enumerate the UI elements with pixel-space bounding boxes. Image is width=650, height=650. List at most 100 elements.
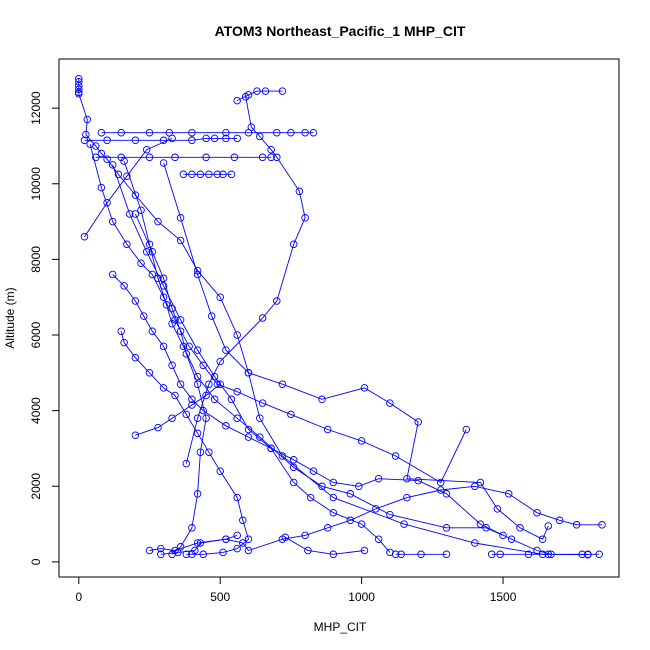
data-point	[142, 145, 151, 154]
data-point	[103, 155, 111, 163]
series-3	[80, 134, 241, 145]
data-point	[168, 361, 176, 370]
data-point	[267, 145, 275, 154]
series-13	[159, 159, 553, 543]
data-point	[493, 505, 502, 513]
data-point	[544, 550, 553, 559]
data-point	[507, 535, 516, 543]
data-point	[191, 546, 199, 555]
data-point	[216, 293, 224, 301]
data-point	[267, 444, 275, 453]
data-point	[499, 531, 507, 540]
data-point	[193, 346, 202, 354]
series-15	[117, 327, 253, 559]
data-point	[233, 493, 241, 502]
data-point	[182, 459, 191, 468]
data-point	[199, 361, 207, 370]
data-point	[222, 128, 230, 137]
data-point	[193, 490, 202, 498]
data-point	[148, 270, 157, 279]
data-point	[318, 482, 326, 491]
data-point	[256, 433, 264, 441]
data-point	[188, 128, 196, 137]
data-point	[306, 493, 315, 502]
data-point	[205, 448, 213, 456]
data-point	[414, 418, 422, 426]
data-point	[233, 331, 241, 339]
data-point	[355, 482, 363, 491]
series-20	[487, 550, 603, 559]
data-point	[131, 136, 140, 145]
data-point	[188, 170, 196, 179]
data-point	[391, 550, 400, 559]
data-point	[357, 437, 366, 445]
data-point	[403, 493, 411, 502]
data-point	[159, 293, 168, 301]
data-point	[108, 217, 117, 226]
data-point	[578, 550, 586, 559]
data-point	[182, 350, 191, 358]
data-point	[120, 282, 128, 290]
data-point	[258, 153, 267, 162]
data-point	[131, 353, 140, 362]
data-point	[329, 478, 338, 487]
data-point	[82, 130, 90, 139]
data-point	[168, 414, 176, 422]
data-point	[357, 520, 366, 528]
data-point	[329, 493, 338, 502]
data-point	[222, 535, 230, 543]
data-point	[239, 539, 247, 547]
data-point	[374, 535, 383, 543]
series-line	[89, 143, 467, 484]
data-point	[287, 410, 295, 419]
data-point	[346, 516, 355, 525]
data-point	[360, 384, 369, 392]
data-point	[137, 206, 145, 214]
data-point	[176, 327, 185, 335]
data-point	[374, 474, 383, 483]
data-point	[329, 550, 338, 559]
data-point	[108, 270, 117, 279]
data-point	[216, 467, 224, 475]
x-tick-label: 1500	[490, 590, 517, 604]
data-point	[120, 157, 128, 165]
data-point	[219, 548, 227, 557]
y-tick-label: 2000	[29, 473, 43, 500]
data-point	[301, 214, 309, 222]
data-point	[244, 425, 253, 434]
series-4	[92, 153, 275, 162]
data-point	[278, 380, 287, 388]
data-point	[233, 531, 241, 540]
y-axis-label: Altitude (m)	[3, 287, 17, 348]
series-line	[134, 213, 207, 555]
data-point	[244, 546, 253, 555]
data-point	[273, 297, 281, 305]
data-point	[145, 369, 154, 377]
data-point	[595, 550, 603, 559]
data-point	[227, 170, 236, 179]
data-point	[516, 524, 524, 532]
series-line	[160, 534, 238, 555]
data-point	[386, 399, 394, 407]
data-point	[278, 87, 287, 95]
data-point	[289, 478, 298, 487]
data-point	[117, 327, 125, 335]
data-point	[258, 314, 267, 322]
data-point	[555, 516, 564, 525]
data-point	[584, 550, 592, 559]
data-point	[171, 391, 179, 400]
data-point	[159, 159, 168, 167]
data-point	[476, 520, 485, 528]
data-point	[372, 505, 380, 513]
data-point	[131, 191, 140, 199]
data-point	[83, 115, 92, 124]
data-point	[188, 136, 196, 145]
series-line	[163, 162, 549, 540]
data-point	[196, 539, 205, 547]
series-line	[123, 160, 504, 536]
data-point	[397, 550, 405, 559]
data-point	[233, 96, 241, 105]
data-point	[168, 134, 176, 143]
